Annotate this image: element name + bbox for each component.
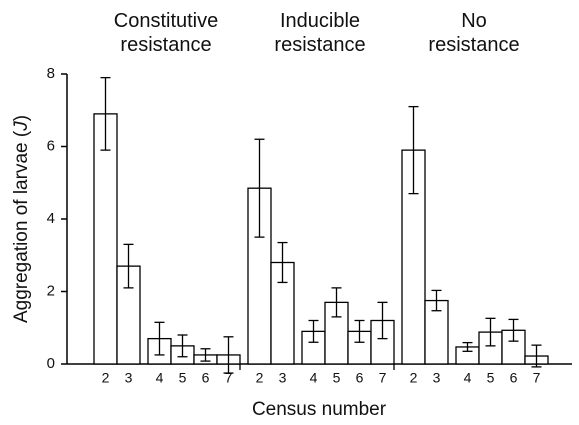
error-bar (508, 318, 519, 342)
group-title-line: resistance (120, 34, 211, 56)
x-tick-label: 3 (125, 370, 133, 386)
x-tick-label: 3 (433, 370, 441, 386)
x-tick-label: 5 (333, 370, 341, 386)
error-bar (331, 287, 342, 318)
y-tick-label: 2 (47, 282, 55, 299)
error-bar (277, 241, 288, 284)
group-title: Inducible resistance (274, 10, 365, 56)
y-label-symbol: J (11, 121, 32, 132)
x-tick-label: 4 (156, 370, 164, 386)
x-tick-label: 2 (102, 370, 110, 386)
x-tick-label: 7 (533, 370, 541, 386)
error-bar (354, 319, 365, 343)
y-tick-label: 4 (47, 210, 55, 227)
x-tick-label: 4 (464, 370, 472, 386)
error-bar (223, 336, 234, 374)
x-tick-label: 7 (225, 370, 233, 386)
y-axis-label: Aggregation of larvae (J) (11, 115, 32, 323)
x-tick-label: 5 (179, 370, 187, 386)
error-bar (123, 243, 134, 289)
x-tick-label: 6 (202, 370, 210, 386)
error-bar (431, 289, 442, 312)
x-tick-label: 6 (510, 370, 518, 386)
error-bar (254, 138, 265, 238)
group-title-line: Inducible (280, 10, 360, 32)
x-tick-label: 2 (410, 370, 418, 386)
group-title-line: No (461, 10, 487, 32)
group-title: No resistance (428, 10, 519, 56)
x-tick-label: 6 (356, 370, 364, 386)
error-bar (177, 334, 188, 358)
x-tick-label: 4 (310, 370, 318, 386)
error-bar (308, 319, 319, 343)
error-bar (200, 348, 211, 362)
x-tick-label: 7 (379, 370, 387, 386)
error-bar (462, 341, 473, 352)
bar (93, 113, 118, 365)
error-bar (377, 301, 388, 340)
y-tick-label: 6 (47, 137, 55, 154)
error-bar (154, 321, 165, 356)
x-tick-label: 2 (256, 370, 264, 386)
group-title-line: resistance (274, 34, 365, 56)
error-bar (408, 105, 419, 195)
error-bar (531, 344, 542, 368)
x-tick-label: 3 (279, 370, 287, 386)
x-axis-label: Census number (252, 399, 387, 420)
error-bar (485, 317, 496, 347)
y-label-text: Aggregation of larvae ( (11, 130, 32, 323)
error-bar (100, 76, 111, 151)
y-label-close: ) (11, 115, 32, 121)
group-title-line: resistance (428, 34, 519, 56)
group-title: Constitutive resistance (114, 10, 219, 56)
group-title-line: Constitutive (114, 10, 219, 32)
x-tick-label: 5 (487, 370, 495, 386)
y-tick-label: 8 (47, 65, 55, 82)
y-tick-label: 0 (47, 355, 55, 372)
